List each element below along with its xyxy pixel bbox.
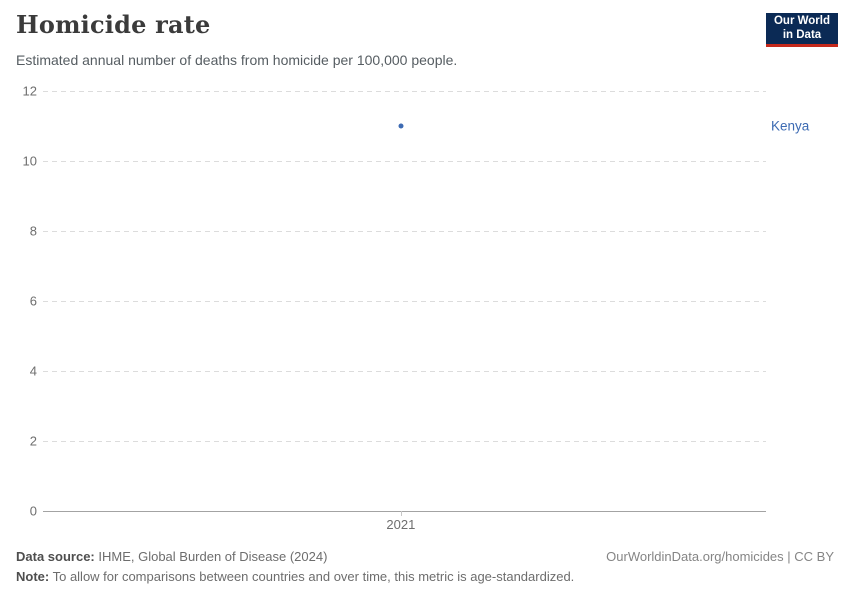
gridline-10 <box>43 161 766 162</box>
x-axis-tick-label: 2021 <box>386 517 416 532</box>
y-axis-tick-label: 2 <box>29 433 37 449</box>
note-label: Note: <box>16 569 50 584</box>
note-line: Note: To allow for comparisons between c… <box>16 567 834 587</box>
gridline-12 <box>43 91 766 92</box>
data-source-value: IHME, Global Burden of Disease (2024) <box>94 549 328 564</box>
data-source-label: Data source: <box>16 549 95 564</box>
x-axis-tick <box>400 511 402 516</box>
chart-footer: Data source: IHME, Global Burden of Dise… <box>16 547 834 587</box>
data-point-kenya[interactable] <box>398 123 404 129</box>
gridline-6 <box>43 301 766 302</box>
y-axis-tick-label: 6 <box>29 293 37 309</box>
note-value: To allow for comparisons between countri… <box>49 569 575 584</box>
y-axis-tick-label: 12 <box>22 83 37 99</box>
owid-logo[interactable]: Our World in Data <box>766 13 838 47</box>
x-axis-line <box>43 511 766 512</box>
y-axis-tick-label: 8 <box>29 223 37 239</box>
y-axis-tick-label: 10 <box>22 153 37 169</box>
gridline-4 <box>43 371 766 372</box>
series-label-kenya[interactable]: Kenya <box>771 118 810 134</box>
owid-logo-line2: in Data <box>782 28 822 41</box>
chart-title: Homicide rate <box>16 10 211 39</box>
gridline-2 <box>43 441 766 442</box>
data-source-line: Data source: IHME, Global Burden of Dise… <box>16 547 327 567</box>
chart-subtitle: Estimated annual number of deaths from h… <box>16 52 458 68</box>
owid-citation-link[interactable]: OurWorldinData.org/homicides | CC BY <box>606 549 834 564</box>
y-axis-tick-label: 0 <box>29 503 37 519</box>
y-axis-tick-label: 4 <box>29 363 37 379</box>
owid-logo-line1: Our World <box>773 14 830 27</box>
gridline-8 <box>43 231 766 232</box>
